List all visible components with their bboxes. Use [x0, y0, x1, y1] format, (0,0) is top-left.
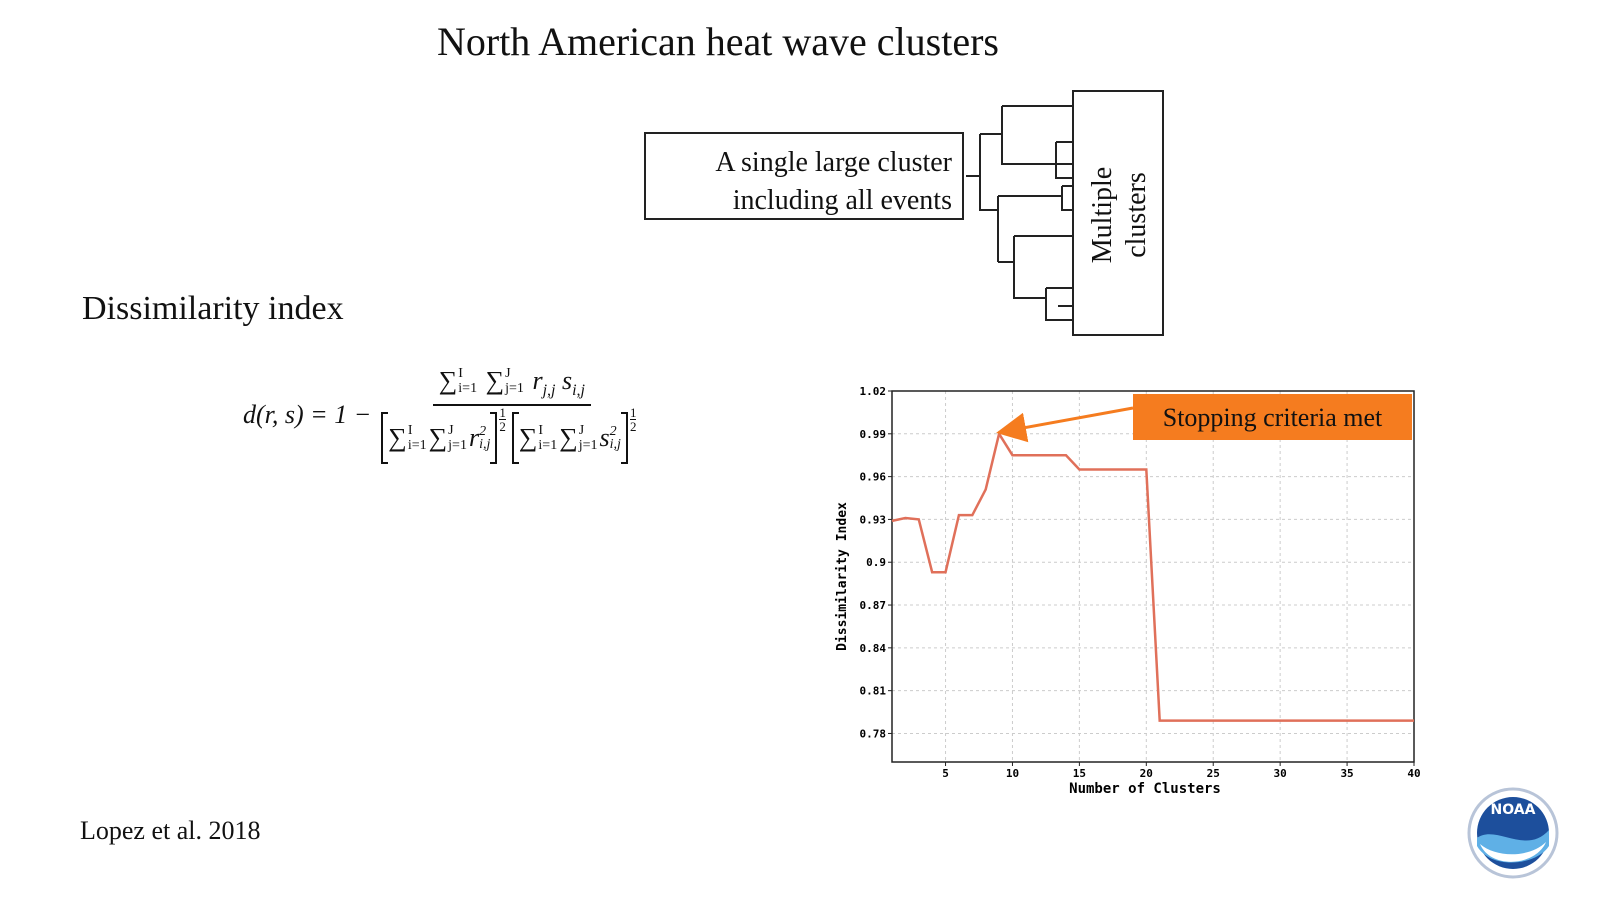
y-tick-label: 0.81: [860, 685, 887, 698]
y-tick-label: 0.99: [860, 428, 887, 441]
y-tick-label: 0.87: [860, 599, 887, 612]
x-tick-label: 15: [1073, 767, 1086, 780]
exp-num: 1: [629, 405, 637, 420]
annotation-text: Stopping criteria met: [1163, 403, 1383, 432]
multiple-clusters-box: Multiple clusters: [1072, 90, 1164, 336]
plot-frame: [891, 390, 1415, 763]
var: s: [561, 366, 573, 395]
y-tick-label: 0.93: [860, 513, 887, 526]
upper: I: [407, 423, 413, 438]
y-axis-label: Dissimilarity Index: [835, 502, 850, 651]
sup: 2: [609, 424, 617, 439]
lower: i=1: [538, 438, 558, 453]
x-tick-label: 20: [1140, 767, 1153, 780]
upper: I: [458, 366, 463, 381]
single-cluster-box: A single large cluster including all eve…: [644, 132, 964, 220]
slide-title: North American heat wave clusters: [436, 19, 999, 64]
sub: j,j: [542, 382, 556, 399]
sigma: ∑: [518, 423, 538, 452]
upper: I: [538, 423, 544, 438]
section-heading: Dissimilarity index: [82, 290, 344, 327]
sub: i,j: [479, 437, 491, 452]
box-label: A single large cluster: [715, 147, 952, 178]
lower: j=1: [505, 381, 524, 396]
sub: i,j: [572, 382, 585, 399]
formula-lhs: d(r, s) = 1 −: [243, 400, 372, 429]
citation: Lopez et al. 2018: [80, 816, 261, 845]
upper: J: [448, 423, 454, 438]
sigma: ∑: [388, 423, 407, 452]
y-tick-label: 0.9: [866, 556, 886, 569]
lower: i=1: [458, 381, 478, 396]
annotation-box: [1133, 394, 1412, 440]
lower: j=1: [578, 438, 598, 453]
sup: 2: [479, 424, 487, 439]
x-tick-label: 5: [942, 767, 949, 780]
var: r: [468, 423, 480, 452]
exp-den: 2: [499, 419, 506, 434]
sigma: ∑: [485, 366, 505, 395]
sigma: ∑: [559, 423, 578, 452]
data-line: [891, 430, 1414, 722]
var: s: [599, 423, 610, 452]
exp-den: 2: [629, 419, 637, 434]
x-tick-label: 25: [1207, 767, 1220, 780]
scripts: 2 i,j: [609, 424, 621, 452]
x-tick-label: 40: [1407, 767, 1420, 780]
x-tick-label: 35: [1340, 767, 1353, 780]
x-tick-label: 30: [1274, 767, 1287, 780]
y-tick-label: 1.02: [860, 385, 887, 398]
upper: J: [578, 423, 585, 438]
y-tick-label: 0.84: [860, 642, 887, 655]
box-label: including all events: [732, 185, 952, 216]
annotation-arrow: [996, 406, 1134, 443]
lower: j=1: [448, 438, 467, 453]
logo-text: NOAA: [1491, 802, 1536, 818]
y-tick-label: 0.78: [860, 727, 887, 740]
sigma: ∑: [428, 423, 448, 452]
sigma: ∑: [438, 366, 458, 395]
lower: i=1: [407, 438, 427, 453]
sub: i,j: [609, 437, 621, 452]
scripts: 2 i,j: [479, 424, 491, 452]
exp-num: 1: [499, 405, 506, 420]
y-tick-label: 0.96: [860, 471, 887, 484]
x-tick-label: 10: [1006, 767, 1019, 780]
var: r: [532, 366, 543, 395]
noaa-logo: NOAA: [1467, 787, 1559, 879]
x-axis-label: Number of Clusters: [1069, 781, 1221, 797]
upper: J: [505, 366, 511, 381]
